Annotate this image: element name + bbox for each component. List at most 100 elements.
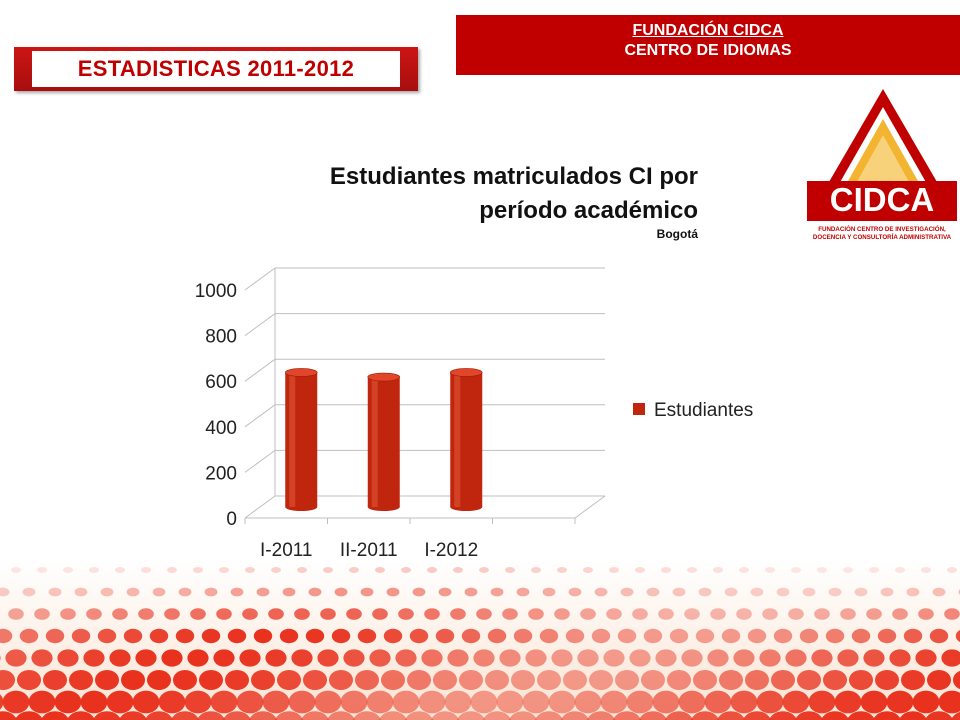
bar-top — [449, 368, 483, 377]
deco-dot — [54, 690, 82, 714]
decorative-dot-pattern — [0, 560, 960, 720]
deco-dot — [565, 628, 585, 644]
deco-dot — [684, 608, 700, 620]
deco-dot — [600, 690, 628, 714]
deco-dot — [759, 649, 781, 667]
deco-dot — [854, 587, 868, 597]
gridline-depth — [244, 313, 276, 337]
deco-dot — [577, 649, 599, 667]
deco-dot — [470, 690, 498, 714]
deco-dot — [901, 670, 925, 690]
deco-dot — [687, 567, 697, 573]
deco-dot — [279, 628, 299, 644]
deco-dot — [92, 711, 122, 720]
deco-dot — [2, 690, 30, 714]
deco-dot — [733, 649, 755, 667]
deco-dot — [57, 649, 79, 667]
deco-dot — [412, 587, 426, 597]
deco-dot — [924, 711, 954, 720]
deco-dot — [508, 711, 538, 720]
deco-dot — [48, 587, 62, 597]
section-badge: ESTADISTICAS 2011-2012 — [14, 47, 418, 91]
deco-dot — [747, 628, 767, 644]
bar-highlight — [371, 377, 378, 507]
deco-dot — [771, 670, 795, 690]
deco-dot — [424, 608, 440, 620]
deco-dot — [31, 649, 53, 667]
deco-dot — [606, 608, 622, 620]
deco-dot — [690, 711, 720, 720]
deco-dot — [274, 711, 304, 720]
deco-dot — [906, 587, 920, 597]
deco-dot — [658, 608, 674, 620]
deco-dot — [126, 587, 140, 597]
deco-dot — [710, 608, 726, 620]
deco-dot — [141, 567, 151, 573]
deco-dot — [551, 649, 573, 667]
chart-title-line1: Estudiantes matriculados CI por — [329, 163, 698, 190]
deco-dot — [898, 711, 928, 720]
deco-dot — [268, 608, 284, 620]
gridline-depth — [244, 358, 276, 382]
deco-dot — [499, 649, 521, 667]
deco-dot — [0, 670, 15, 690]
deco-dot — [86, 608, 102, 620]
deco-dot — [253, 628, 273, 644]
deco-dot — [875, 670, 899, 690]
deco-dot — [490, 587, 504, 597]
deco-dot — [288, 690, 316, 714]
deco-dot — [938, 690, 960, 714]
deco-dot — [528, 608, 544, 620]
deco-dot — [95, 670, 119, 690]
organization-banner: FUNDACIÓN CIDCA CENTRO DE IDIOMAS — [456, 15, 960, 75]
deco-dot — [386, 587, 400, 597]
chart-title: Estudiantes matriculados CI por período … — [330, 160, 698, 228]
deco-dot — [222, 711, 252, 720]
deco-dot — [646, 587, 660, 597]
deco-dot — [941, 649, 960, 667]
organization-name: FUNDACIÓN CIDCA — [632, 22, 784, 39]
deco-dot — [548, 690, 576, 714]
deco-dot — [89, 567, 99, 573]
deco-dot — [889, 649, 911, 667]
deco-dot — [112, 608, 128, 620]
section-badge-label: ESTADISTICAS 2011-2012 — [32, 51, 400, 87]
deco-dot — [421, 649, 443, 667]
deco-dot — [118, 711, 148, 720]
floor-right-edge — [574, 495, 606, 519]
deco-dot — [149, 628, 169, 644]
deco-dot — [505, 567, 515, 573]
deco-dot — [323, 567, 333, 573]
deco-dot — [404, 711, 434, 720]
deco-dot — [479, 567, 489, 573]
deco-dot — [586, 711, 616, 720]
deco-dot — [814, 608, 830, 620]
deco-dot — [251, 670, 275, 690]
deco-dot — [808, 690, 836, 714]
deco-dot — [100, 587, 114, 597]
deco-dot — [158, 690, 186, 714]
deco-dot — [664, 711, 694, 720]
deco-dot — [534, 711, 564, 720]
deco-dot — [768, 711, 798, 720]
deco-dot — [762, 608, 778, 620]
deco-dot — [635, 567, 645, 573]
deco-dot — [707, 649, 729, 667]
deco-dot — [716, 711, 746, 720]
deco-dot — [641, 670, 665, 690]
deco-dot — [401, 567, 411, 573]
deco-dot — [453, 567, 463, 573]
deco-dot — [398, 608, 414, 620]
deco-dot — [513, 628, 533, 644]
deco-dot — [719, 670, 743, 690]
deco-dot — [603, 649, 625, 667]
deco-dot — [43, 670, 67, 690]
deco-dot — [713, 567, 723, 573]
deco-dot — [947, 567, 957, 573]
deco-dot — [190, 608, 206, 620]
deco-dot — [840, 608, 856, 620]
deco-dot — [19, 628, 39, 644]
deco-dot — [788, 608, 804, 620]
deco-dot — [511, 670, 535, 690]
deco-dot — [626, 690, 654, 714]
